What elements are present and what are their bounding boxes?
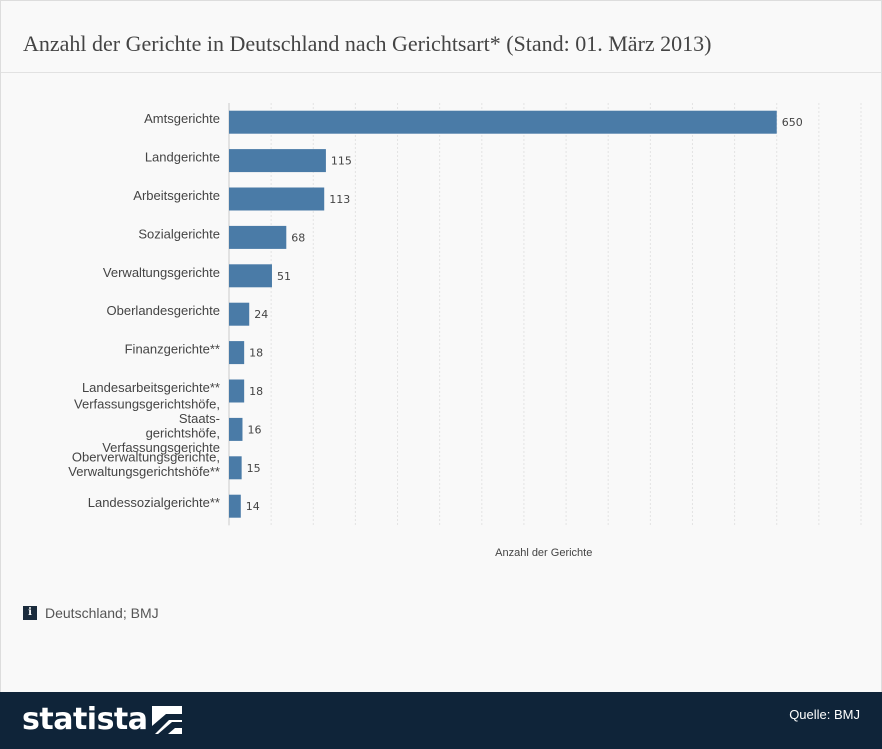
category-label-line: Staats- bbox=[179, 411, 220, 426]
source-text: Quelle: BMJ bbox=[789, 707, 860, 722]
value-label: 18 bbox=[249, 385, 263, 398]
logo-text: statista bbox=[22, 702, 148, 737]
value-label: 650 bbox=[782, 116, 803, 129]
bar bbox=[229, 379, 245, 403]
value-label: 24 bbox=[254, 308, 268, 321]
info-note-text: Deutschland; BMJ bbox=[45, 605, 159, 621]
category-label: Verfassungsgerichtshöfe, Staats-gerichtsh… bbox=[74, 397, 220, 456]
chart-title: Anzahl der Gerichte in Deutschland nach … bbox=[23, 31, 712, 56]
bar bbox=[229, 187, 325, 211]
category-label: Landessozialgerichte** bbox=[88, 495, 220, 510]
category-label: Amtsgerichte bbox=[144, 111, 220, 126]
statista-logo[interactable]: statista bbox=[22, 702, 182, 737]
category-label-line: Sozialgerichte bbox=[138, 226, 220, 241]
category-label-line: gerichtshöfe, bbox=[146, 426, 220, 441]
bar bbox=[229, 225, 287, 249]
category-label-line: Verfassungsgerichte bbox=[102, 440, 220, 455]
bar bbox=[229, 110, 777, 134]
value-label: 113 bbox=[329, 193, 350, 206]
x-axis-label: Anzahl der Gerichte bbox=[495, 547, 592, 559]
category-label-line: Verwaltungsgerichte bbox=[103, 265, 220, 280]
category-label: Landesarbeitsgerichte** bbox=[82, 380, 220, 395]
value-label: 68 bbox=[291, 231, 305, 244]
value-label: 115 bbox=[331, 155, 352, 168]
value-label: 14 bbox=[246, 500, 260, 513]
category-label-line: Arbeitsgerichte bbox=[133, 188, 220, 203]
category-label: Oberlandesgerichte bbox=[107, 303, 220, 318]
category-label-line: Oberlandesgerichte bbox=[107, 303, 220, 318]
info-note[interactable]: i Deutschland; BMJ bbox=[23, 605, 159, 621]
value-label: 16 bbox=[247, 423, 261, 436]
category-label: Oberverwaltungsgerichte, Verwaltungsgeric… bbox=[68, 450, 220, 480]
bar bbox=[229, 456, 242, 480]
category-label-line: Verfassungsgerichtshöfe, bbox=[74, 397, 220, 412]
category-label: Finanzgerichte** bbox=[125, 342, 220, 357]
statista-logo-mark-icon bbox=[151, 705, 182, 734]
bar bbox=[229, 264, 272, 288]
title-divider bbox=[1, 72, 881, 73]
footer: statista Quelle: BMJ bbox=[0, 692, 882, 749]
value-label: 18 bbox=[249, 347, 263, 360]
category-label: Arbeitsgerichte bbox=[133, 188, 220, 203]
category-label: Sozialgerichte bbox=[138, 226, 220, 241]
category-label-line: Finanzgerichte** bbox=[125, 342, 220, 357]
bar bbox=[229, 494, 241, 518]
category-label-line: Verwaltungsgerichtshöfe** bbox=[68, 464, 220, 479]
bar bbox=[229, 341, 245, 365]
info-icon[interactable]: i bbox=[23, 606, 37, 620]
category-label-line: Landesarbeitsgerichte** bbox=[82, 380, 220, 395]
bar bbox=[229, 302, 250, 326]
category-label-line: Landgerichte bbox=[145, 150, 220, 165]
bar-chart: 650 Amtsgerichte 115 Landgerichte 113 Arbeits… bbox=[68, 103, 862, 559]
bar bbox=[229, 149, 326, 173]
category-label: Verwaltungsgerichte bbox=[103, 265, 220, 280]
value-label: 51 bbox=[277, 270, 291, 283]
value-label: 15 bbox=[247, 462, 261, 475]
category-label-line: Amtsgerichte bbox=[144, 111, 220, 126]
category-label-line: Oberverwaltungsgerichte, bbox=[72, 450, 220, 465]
category-label: Landgerichte bbox=[145, 150, 220, 165]
category-label-line: Landessozialgerichte** bbox=[88, 495, 220, 510]
bar bbox=[229, 417, 243, 441]
